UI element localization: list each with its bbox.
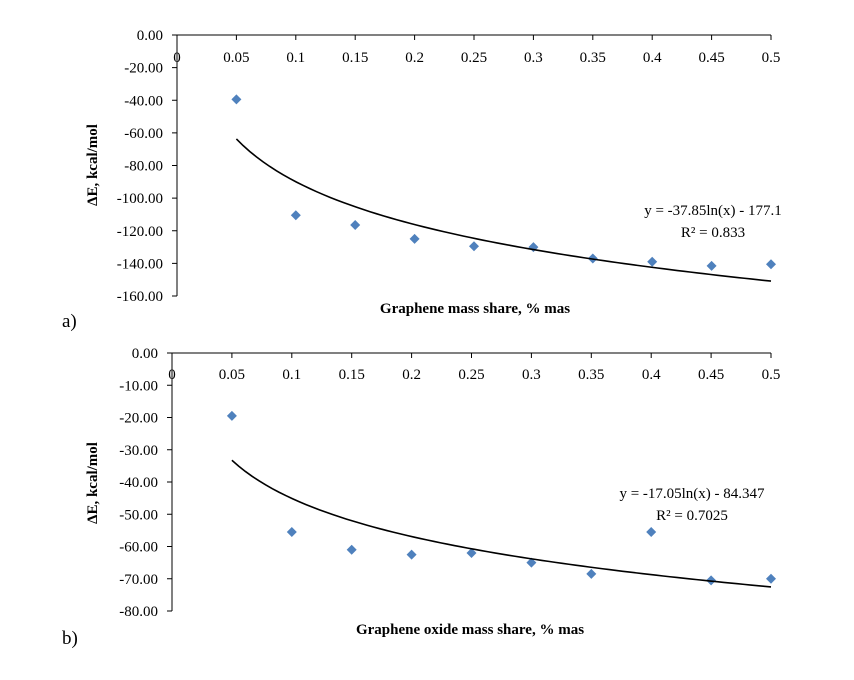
x-tick-label: 0.35 <box>580 50 606 66</box>
x-tick-label: 0.1 <box>286 50 305 66</box>
data-point <box>766 573 776 584</box>
x-tick-label: 0.5 <box>762 50 781 66</box>
y-axis-b: 0.00 -10.00 -20.00 -30.00 -40.00 -50.00 -60.00… <box>119 346 780 620</box>
x-axis-title-b: Graphene oxide mass share, % mas <box>356 622 584 638</box>
trendline-b <box>231 459 772 588</box>
x-tick-label: 0.15 <box>342 50 368 66</box>
y-tick-label: -60.00 <box>124 126 163 142</box>
data-point <box>286 526 297 537</box>
data-point <box>647 256 658 267</box>
chart-panel-b: 0.00 -10.00 -20.00 -30.00 -40.00 -50.00 -60.00… <box>62 346 780 649</box>
panel-label-b: b) <box>62 628 78 649</box>
panel-label-a: a) <box>62 311 77 332</box>
x-tick-label: 0.1 <box>282 367 301 383</box>
data-point <box>346 544 357 555</box>
x-tick-label: 0.3 <box>522 367 541 383</box>
y-tick-label: -40.00 <box>119 475 158 491</box>
data-point <box>290 210 301 221</box>
trend-equation-a: y = -37.85ln(x) - 177.1 <box>644 203 782 219</box>
y-tick-label: -50.00 <box>119 507 158 523</box>
data-point <box>350 220 361 231</box>
x-tick-label: 0.4 <box>642 367 661 383</box>
data-point <box>586 568 597 579</box>
x-tick-label: 0.35 <box>578 367 604 383</box>
data-point <box>706 260 717 271</box>
x-tick-label: 0.25 <box>458 367 484 383</box>
y-tick-label: -120.00 <box>117 224 163 240</box>
trend-r2-b: R² = 0.7025 <box>656 508 728 524</box>
y-tick-label: -20.00 <box>124 61 163 77</box>
y-axis-title-b: ΔE, kcal/mol <box>85 442 101 524</box>
y-tick-label: -30.00 <box>119 443 158 459</box>
data-point <box>226 410 237 421</box>
data-point <box>646 526 657 537</box>
y-tick-label: -80.00 <box>124 159 163 175</box>
x-tick-label: 0.25 <box>461 50 487 66</box>
chart-panel-a: 0.00 -20.00 -40.00 -60.00 -80.00 -100.00 -120.… <box>62 28 782 332</box>
x-tick-label: 0.05 <box>223 50 249 66</box>
y-tick-label: -70.00 <box>119 572 158 588</box>
y-tick-label: -20.00 <box>119 411 158 427</box>
trend-equation-b: y = -17.05ln(x) - 84.347 <box>619 486 765 502</box>
y-axis-a: 0.00 -20.00 -40.00 -60.00 -80.00 -100.00 -120.… <box>117 28 781 305</box>
x-tick-label: 0.05 <box>219 367 245 383</box>
x-tick-label: 0.5 <box>762 367 781 383</box>
y-tick-label: -160.00 <box>117 289 163 305</box>
x-tick-label: 0.45 <box>698 50 724 66</box>
y-tick-label: 0.00 <box>132 346 158 362</box>
x-tick-label: 0.4 <box>643 50 662 66</box>
data-point <box>469 241 479 252</box>
data-point <box>766 259 776 270</box>
y-tick-label: -140.00 <box>117 256 163 272</box>
y-tick-label: -10.00 <box>119 378 158 394</box>
y-tick-label: -100.00 <box>117 191 163 207</box>
x-tick-label: 0.15 <box>339 367 365 383</box>
data-point <box>526 557 537 568</box>
x-tick-label: 0 <box>168 367 176 383</box>
data-points-a <box>231 94 776 271</box>
y-tick-label: -40.00 <box>124 93 163 109</box>
x-tick-label: 0.3 <box>524 50 543 66</box>
x-tick-label: 0 <box>173 50 181 66</box>
y-axis-title-a: ΔE, kcal/mol <box>85 124 101 206</box>
trendline-a <box>235 138 772 282</box>
x-axis-title-a: Graphene mass share, % mas <box>380 301 570 317</box>
trend-r2-a: R² = 0.833 <box>681 225 745 241</box>
y-tick-label: -60.00 <box>119 540 158 556</box>
y-tick-label: -80.00 <box>119 604 158 620</box>
data-point <box>409 233 420 244</box>
x-tick-label: 0.2 <box>405 50 424 66</box>
data-point <box>466 547 477 558</box>
x-tick-label: 0.2 <box>402 367 421 383</box>
y-tick-label: 0.00 <box>137 28 163 44</box>
data-point <box>406 549 417 560</box>
x-tick-label: 0.45 <box>698 367 724 383</box>
data-point <box>231 94 242 105</box>
